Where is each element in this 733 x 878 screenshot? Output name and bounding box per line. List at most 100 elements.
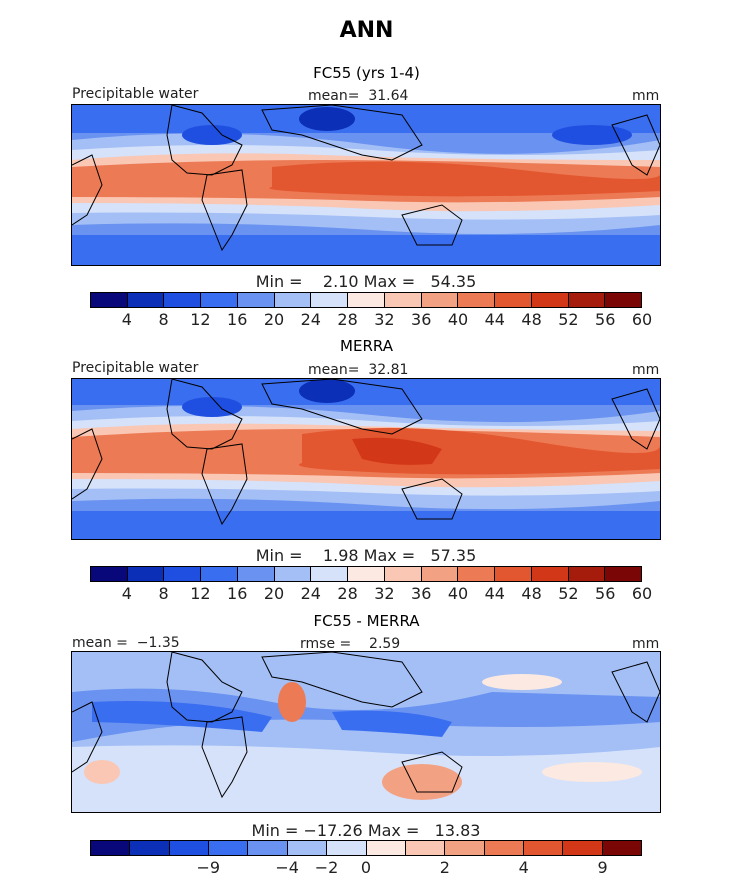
colorbar-swatch [311,293,349,307]
colorbar-tick-label: 8 [158,584,169,603]
colorbar-swatch [384,293,422,307]
colorbar-swatch [563,841,603,855]
panel2-map-field [72,379,660,539]
colorbar-tick-label: 16 [227,584,248,603]
colorbar-swatch [127,293,165,307]
colorbar-tick-label: 12 [190,584,211,603]
colorbar-swatch [311,567,349,581]
colorbar-swatch [531,567,569,581]
colorbar-tick-label: 44 [484,310,505,329]
panel1-subtitle: FC55 (yrs 1-4) [313,64,420,82]
colorbar-swatch [405,841,446,855]
colorbar-swatch [495,293,532,307]
colorbar-swatch [130,841,170,855]
panel3-mean-label: mean = −1.35 [72,635,180,651]
figure-title: ANN [339,18,394,43]
colorbar-tick-label: 56 [595,310,616,329]
colorbar-swatch [201,293,238,307]
colorbar-swatch [348,567,385,581]
panel3-minmax: Min = −17.26 Max = 13.83 [251,821,481,840]
colorbar-swatch [127,567,165,581]
colorbar-swatch [348,293,385,307]
colorbar-swatch [164,567,202,581]
colorbar-tick-label: 4 [518,858,529,877]
colorbar-tick-label: −4 [275,858,299,877]
colorbar-swatch [248,841,288,855]
colorbar-tick-label: 52 [558,584,579,603]
colorbar-swatch [327,841,367,855]
panel1-units: mm [632,88,660,104]
panel3-colorbar [90,840,642,856]
colorbar-swatch [237,567,275,581]
colorbar-swatch [274,293,312,307]
colorbar-tick-label: 2 [439,858,450,877]
colorbar-tick-label: 16 [227,310,248,329]
colorbar-tick-label: 28 [337,584,358,603]
panel2-variable-label: Precipitable water [72,360,199,376]
panel2-units: mm [632,362,660,378]
panel2-map [71,378,661,540]
colorbar-swatch [445,841,485,855]
panel1-map [71,104,661,266]
colorbar-swatch [602,841,642,855]
colorbar-tick-label: 40 [447,310,469,329]
colorbar-tick-label: 52 [558,310,579,329]
panel1-variable-label: Precipitable water [72,86,199,102]
colorbar-tick-label: −2 [314,858,339,877]
colorbar-swatch [495,567,532,581]
colorbar-tick-label: 48 [521,584,542,603]
colorbar-tick-label: 4 [121,310,132,329]
colorbar-swatch [523,841,564,855]
panel3-map-field [72,652,660,812]
colorbar-tick-label: 9 [597,858,608,877]
colorbar-tick-label: 36 [411,584,432,603]
panel3-map [71,651,661,813]
colorbar-swatch [605,567,642,581]
colorbar-tick-label: 56 [595,584,616,603]
colorbar-swatch [201,567,238,581]
colorbar-swatch [287,841,328,855]
panel3-subtitle: FC55 - MERRA [313,612,420,630]
panel1-colorbar [90,292,642,308]
colorbar-swatch [605,293,642,307]
panel2-subtitle: MERRA [340,337,393,355]
colorbar-swatch [164,293,202,307]
colorbar-swatch [384,567,422,581]
panel1-mean-label: mean= 31.64 [308,88,409,104]
colorbar-swatch [91,841,131,855]
colorbar-swatch [169,841,210,855]
panel3-rmse-label: rmse = 2.59 [300,636,401,652]
colorbar-swatch [366,841,406,855]
colorbar-swatch [484,841,524,855]
colorbar-tick-label: 36 [411,310,432,329]
colorbar-swatch [91,567,128,581]
colorbar-swatch [421,293,459,307]
colorbar-swatch [568,293,606,307]
colorbar-tick-label: 44 [484,584,505,603]
colorbar-tick-label: 8 [158,310,169,329]
colorbar-swatch [458,567,496,581]
colorbar-swatch [421,567,459,581]
colorbar-tick-label: −9 [196,858,221,877]
colorbar-tick-label: 32 [374,310,395,329]
colorbar-tick-label: 28 [337,310,358,329]
colorbar-swatch [531,293,569,307]
colorbar-swatch [209,841,249,855]
colorbar-swatch [568,567,606,581]
panel2-mean-label: mean= 32.81 [308,362,409,378]
colorbar-tick-label: 12 [190,310,211,329]
colorbar-tick-label: 40 [447,584,469,603]
colorbar-swatch [274,567,312,581]
colorbar-tick-label: 0 [360,858,372,877]
colorbar-tick-label: 20 [263,584,285,603]
panel1-map-field [72,105,660,265]
colorbar-tick-label: 24 [300,584,321,603]
colorbar-swatch [458,293,496,307]
panel2-colorbar [90,566,642,582]
colorbar-tick-label: 60 [631,584,653,603]
colorbar-tick-label: 24 [300,310,321,329]
colorbar-tick-label: 60 [631,310,653,329]
colorbar-tick-label: 48 [521,310,542,329]
colorbar-tick-label: 32 [374,584,395,603]
colorbar-swatch [237,293,275,307]
